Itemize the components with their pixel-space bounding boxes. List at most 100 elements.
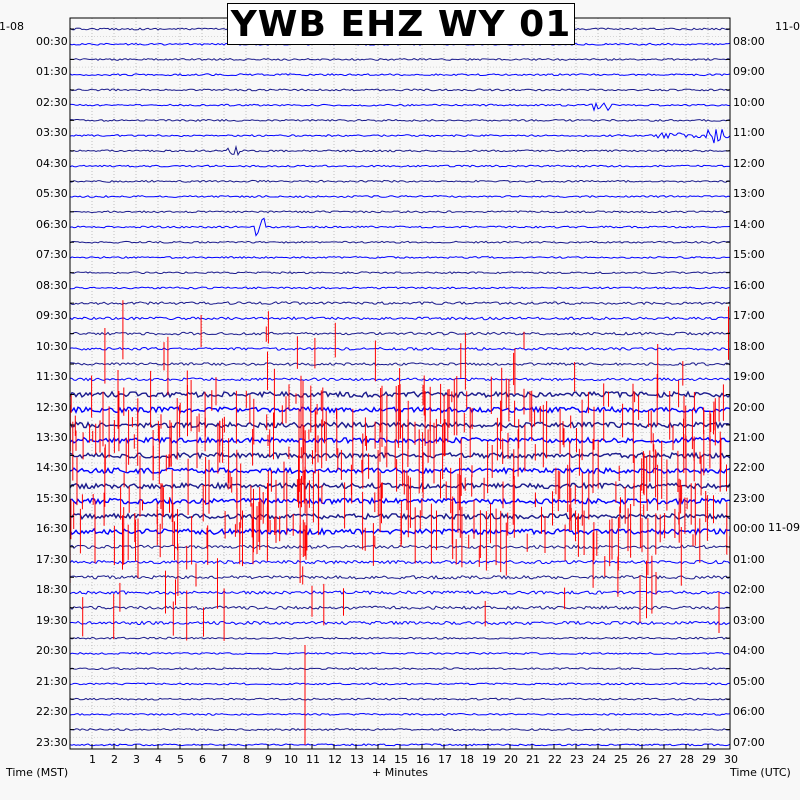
trace-line	[69, 728, 731, 732]
right-tick-label: 03:00	[733, 613, 765, 627]
right-tick-label: 19:00	[733, 370, 765, 384]
trace-line	[69, 527, 731, 536]
trace-line	[69, 88, 731, 92]
trace-line	[69, 217, 731, 237]
trace-line	[69, 255, 730, 259]
right-tick-label: 18:00	[733, 339, 765, 353]
trace-line	[69, 544, 731, 550]
x-tick-label: 22	[548, 753, 562, 766]
trace-line	[69, 712, 731, 716]
trace-line	[69, 271, 731, 275]
right-tick-label: 07:00	[733, 735, 765, 749]
left-tick-label: 06:30	[36, 217, 68, 231]
x-tick-label: 7	[221, 753, 228, 766]
trace-line	[70, 118, 731, 122]
x-tick-label: 25	[614, 753, 628, 766]
trace-line	[69, 195, 731, 199]
x-tick-label: 9	[265, 753, 272, 766]
chart-title: YWB EHZ WY 01	[227, 3, 575, 45]
x-tick-label: 18	[460, 753, 474, 766]
axis-ticks	[70, 28, 731, 749]
trace-line	[69, 316, 731, 321]
left-tick-label: 03:30	[36, 126, 68, 140]
right-tick-label: 01:00	[733, 552, 765, 566]
trace-line	[69, 451, 731, 460]
trace-line	[69, 286, 730, 290]
trace-line	[69, 346, 731, 351]
x-tick-label: 8	[243, 753, 250, 766]
x-tick-label: 10	[284, 753, 298, 766]
right-date-label-top: 11-08	[775, 20, 800, 33]
right-tick-label: 23:00	[733, 491, 765, 505]
trace-line	[69, 636, 731, 640]
left-tick-label: 01:30	[36, 65, 68, 79]
x-tick-label: 4	[155, 753, 162, 766]
trace-line	[69, 362, 731, 367]
trace-line	[69, 301, 731, 306]
right-tick-label: 12:00	[733, 156, 765, 170]
right-tick-label: 15:00	[733, 248, 765, 262]
right-tick-label: 10:00	[733, 95, 765, 109]
trace-line	[69, 574, 731, 580]
left-tick-label: 08:30	[36, 278, 68, 292]
x-tick-label: 17	[438, 753, 452, 766]
x-tick-label: 26	[636, 753, 650, 766]
left-tick-label: 21:30	[36, 674, 68, 688]
trace-line	[69, 331, 731, 336]
left-tick-label: 13:30	[36, 430, 68, 444]
x-tick-label: 11	[306, 753, 320, 766]
x-tick-label: 23	[570, 753, 584, 766]
x-tick-label: 21	[526, 753, 540, 766]
right-tick-label: 06:00	[733, 705, 765, 719]
x-axis-label: + Minutes	[372, 766, 429, 779]
left-axis-label: Time (MST)	[6, 766, 69, 779]
right-tick-label: 04:00	[733, 644, 765, 658]
left-tick-label: 12:30	[36, 400, 68, 414]
trace-line	[69, 436, 731, 445]
left-tick-label: 16:30	[36, 522, 68, 536]
left-tick-label: 18:30	[36, 583, 68, 597]
x-tick-label: 24	[592, 753, 606, 766]
x-tick-label: 28	[680, 753, 694, 766]
left-tick-label: 11:30	[36, 370, 68, 384]
trace-line	[69, 128, 731, 144]
x-tick-label: 3	[133, 753, 140, 766]
right-tick-label: 11:00	[733, 126, 765, 140]
x-tick-label: 16	[416, 753, 430, 766]
trace-line	[69, 682, 731, 686]
left-tick-label: 09:30	[36, 309, 68, 323]
right-tick-label: 14:00	[733, 217, 765, 231]
trace-line	[69, 697, 731, 701]
left-tick-label: 04:30	[36, 156, 68, 170]
trace-line	[69, 605, 731, 610]
trace-line	[70, 210, 731, 214]
left-date-label: 11-08	[0, 20, 24, 33]
left-tick-label: 05:30	[36, 187, 68, 201]
x-tick-label: 19	[482, 753, 496, 766]
x-tick-label: 1	[89, 753, 96, 766]
trace-line	[69, 466, 731, 475]
trace-line	[69, 164, 730, 168]
x-tick-label: 29	[702, 753, 716, 766]
right-tick-label: 22:00	[733, 461, 765, 475]
right-tick-label: 21:00	[733, 430, 765, 444]
left-tick-label: 17:30	[36, 552, 68, 566]
trace-line	[69, 144, 731, 157]
right-tick-label: 00:00	[733, 522, 765, 536]
trace-line	[69, 481, 731, 491]
right-axis-label: Time (UTC)	[730, 766, 791, 779]
x-tick-label: 13	[350, 753, 364, 766]
right-tick-label: 05:00	[733, 674, 765, 688]
left-tick-label: 22:30	[36, 705, 68, 719]
x-tick-label: 2	[111, 753, 118, 766]
trace-line	[69, 559, 731, 565]
x-tick-label: 14	[372, 753, 386, 766]
right-tick-label: 08:00	[733, 35, 765, 48]
right-tick-label: 16:00	[733, 278, 765, 292]
trace-line	[70, 101, 730, 112]
left-tick-label: 10:30	[36, 339, 68, 353]
right-tick-label: 13:00	[733, 187, 765, 201]
left-tick-label: 14:30	[36, 461, 68, 475]
x-tick-label: 30	[724, 753, 738, 766]
